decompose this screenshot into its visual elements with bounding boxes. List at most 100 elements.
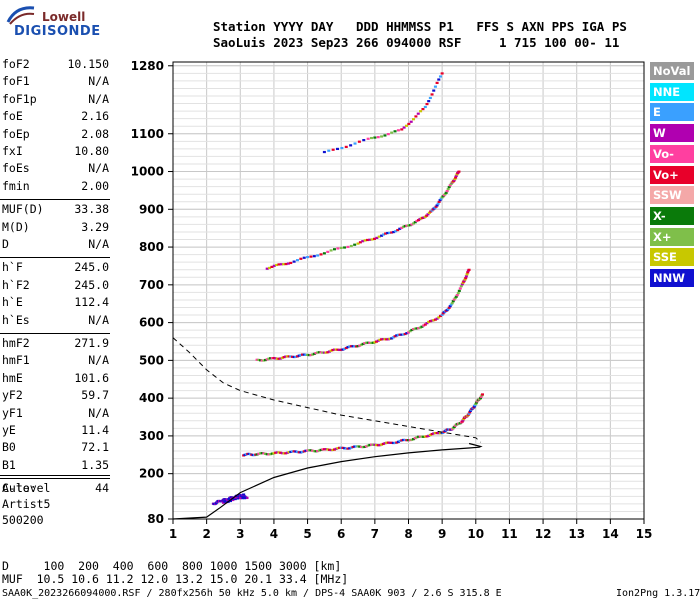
legend-item: X+ (650, 227, 694, 246)
param-value: 44 (95, 481, 109, 496)
echo-mark (385, 338, 389, 341)
echo-mark (481, 393, 485, 396)
echo-mark (425, 102, 429, 106)
echo-mark (346, 245, 350, 249)
echo-mark (336, 147, 340, 151)
param-value: 33.38 (74, 202, 109, 217)
echo-mark (421, 107, 425, 111)
echo-mark (427, 320, 431, 324)
echo-mark (438, 199, 442, 202)
echo-mark (437, 432, 441, 435)
echo-mark (427, 434, 431, 437)
echo-mark (264, 452, 268, 455)
echo-mark (309, 353, 313, 357)
echo-mark (455, 173, 459, 176)
echo-mark (231, 498, 235, 502)
echo-mark (331, 348, 335, 352)
echo-mark (435, 81, 439, 85)
echo-mark (319, 448, 323, 452)
echo-mark (363, 342, 367, 345)
echo-mark (398, 333, 402, 336)
param-row: foEp 2.08 (2, 127, 109, 144)
echo-mark (440, 313, 444, 316)
echo-mark (284, 355, 288, 358)
legend-item: NNW (650, 269, 694, 287)
param-name: foE (2, 109, 23, 124)
echo-mark (277, 263, 281, 266)
echo-mark (336, 348, 340, 351)
param-row: foF1p N/A (2, 92, 109, 109)
echo-mark (302, 256, 306, 259)
param-row: foE 2.16 (2, 109, 109, 126)
param-row: hmF1 N/A (2, 353, 109, 370)
echo-mark (410, 438, 414, 441)
echo-mark (348, 447, 352, 450)
echo-mark (376, 136, 380, 139)
param-name: hmF2 (2, 336, 30, 350)
echo-mark (294, 450, 298, 453)
echo-mark (383, 442, 387, 445)
echo-mark (394, 230, 398, 233)
echo-mark (380, 234, 384, 237)
x-tick-label: 10 (467, 527, 484, 541)
legend-item: W (650, 124, 694, 143)
echo-mark (280, 356, 284, 359)
x-tick-label: 5 (303, 527, 311, 541)
echo-mark (425, 322, 429, 325)
x-tick-label: 14 (602, 527, 619, 541)
param-row: h`E 112.4 (2, 295, 109, 312)
echo-mark (380, 135, 384, 138)
echo-mark (416, 112, 420, 115)
echo-mark (467, 412, 471, 415)
echo-mark (474, 401, 478, 404)
echo-mark (312, 255, 316, 258)
param-name: foF1 (2, 74, 30, 89)
echo-mark (468, 411, 472, 414)
echo-mark (386, 133, 390, 136)
echo-mark (368, 341, 372, 344)
echo-mark (331, 448, 335, 452)
echo-mark (358, 445, 362, 448)
echo-mark (375, 443, 379, 447)
x-tick-label: 3 (236, 527, 244, 541)
echo-mark (353, 142, 357, 145)
echo-mark (417, 327, 421, 330)
echo-mark (375, 340, 379, 343)
echo-mark (380, 443, 384, 446)
echo-mark (415, 219, 419, 223)
y-tick-label: 800 (139, 240, 164, 254)
echo-mark (454, 295, 458, 298)
echo-mark (269, 453, 273, 456)
echo-mark (373, 237, 377, 240)
header-line-1: Station YYYY DAY DDD HHMMSS P1 FFS S AXN… (213, 19, 627, 34)
echo-mark (468, 409, 472, 412)
echo-mark (383, 134, 387, 137)
echo-mark (420, 325, 424, 328)
echo-mark (265, 358, 269, 361)
echo-mark (447, 306, 451, 309)
echo-mark (408, 438, 412, 442)
echo-mark (449, 303, 453, 306)
echo-mark (302, 353, 306, 356)
param-row: foEs N/A (2, 161, 109, 178)
echo-mark (334, 348, 338, 351)
echo-mark (366, 137, 370, 140)
echo-mark (433, 431, 437, 435)
echo-mark (364, 341, 368, 344)
echo-mark (439, 197, 443, 200)
echo-mark (262, 359, 266, 362)
echo-mark (400, 333, 404, 336)
param-row: B1 1.35 (2, 458, 109, 475)
echo-mark (322, 448, 326, 451)
profile-dashed-curve (172, 337, 482, 443)
echo-mark (383, 338, 387, 341)
echo-mark (270, 265, 274, 268)
echo-mark (353, 243, 357, 246)
echo-mark (391, 441, 395, 445)
echo-mark (373, 136, 377, 139)
echo-mark (395, 334, 399, 337)
echo-mark (438, 432, 442, 435)
param-separator (0, 199, 110, 201)
echo-mark (362, 139, 366, 142)
echo-mark (277, 357, 281, 360)
